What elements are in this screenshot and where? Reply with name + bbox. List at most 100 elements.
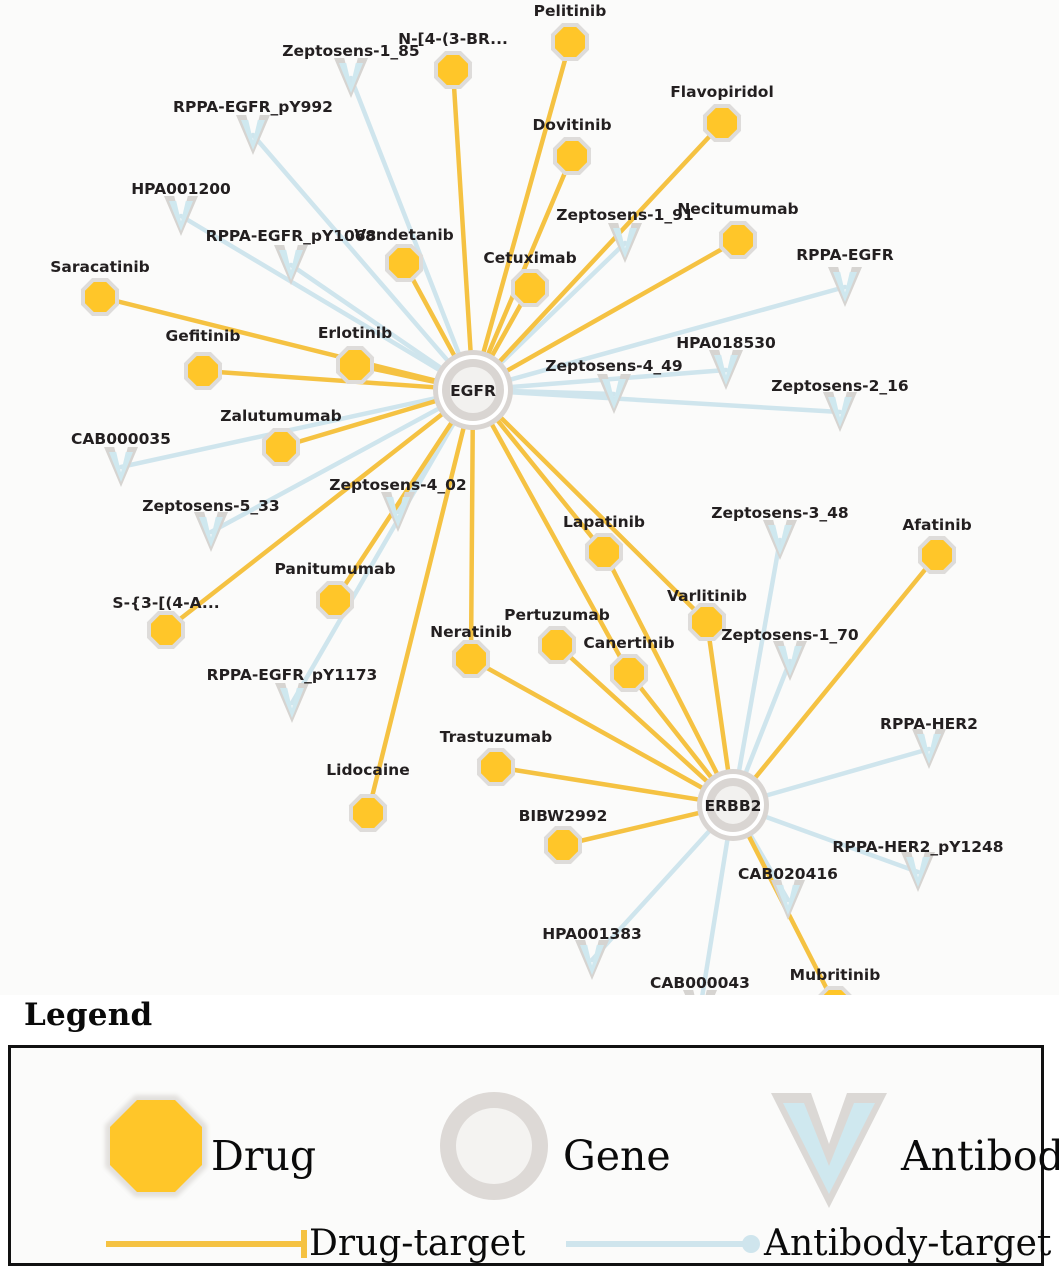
drug-node[interactable] — [610, 654, 648, 692]
edge — [499, 240, 628, 365]
edge — [200, 368, 436, 390]
drug-node[interactable] — [538, 626, 576, 664]
antibody-node[interactable] — [709, 350, 743, 390]
edge — [450, 67, 473, 353]
network-canvas: Zeptosens-1_85 RPPA-EGFR_pY992 HPA001200 RP… — [50, 2, 1004, 1000]
drug-node[interactable] — [349, 794, 387, 832]
node-label: Lapatinib — [563, 513, 645, 531]
edge — [589, 829, 712, 963]
drug-node[interactable] — [719, 221, 757, 259]
edge — [560, 810, 701, 848]
node-label: RPPA-EGFR — [796, 246, 894, 264]
edge — [747, 834, 835, 1000]
antibody-node[interactable] — [275, 683, 309, 723]
drug-node[interactable] — [918, 536, 956, 574]
antibody-node[interactable] — [608, 223, 642, 263]
node-label: Flavopiridol — [670, 83, 774, 101]
node-label: RPPA-EGFR_pY992 — [173, 98, 333, 116]
legend-label-gene: Gene — [563, 1132, 671, 1180]
edge — [498, 120, 725, 363]
antibody-node[interactable] — [104, 447, 138, 487]
node-label: Mubritinib — [790, 966, 881, 984]
drug-node[interactable] — [585, 533, 623, 571]
antibody-node[interactable] — [763, 520, 797, 560]
antibody-node[interactable] — [575, 940, 609, 980]
antibody-node[interactable] — [274, 245, 308, 285]
legend-label-drug-target: Drug-target — [309, 1223, 526, 1264]
drug-node[interactable] — [184, 352, 222, 390]
edge — [753, 552, 940, 780]
node-label: S-{3-[(4-A... — [112, 594, 219, 612]
node-label: Cetuximab — [483, 249, 576, 267]
antibody-node[interactable] — [381, 492, 415, 532]
edge — [495, 418, 607, 555]
edges-layer — [97, 39, 940, 1000]
drug-node[interactable] — [262, 428, 300, 466]
edge — [163, 412, 444, 633]
drug-node[interactable] — [544, 826, 582, 864]
edge — [97, 294, 437, 383]
edge — [510, 390, 843, 415]
edge — [743, 658, 793, 774]
legend-drug-icon — [105, 1095, 207, 1197]
node-label: Zeptosens-4_02 — [329, 476, 466, 494]
node-label: HPA001200 — [131, 180, 231, 198]
drug-node[interactable] — [553, 137, 591, 175]
node-label: Zeptosens-5_33 — [142, 497, 279, 515]
node-label: Necitumumab — [677, 200, 798, 218]
edge — [289, 422, 456, 706]
node-label: Dovitinib — [532, 116, 611, 134]
drug-node[interactable] — [316, 581, 354, 619]
drug-node[interactable] — [551, 23, 589, 61]
legend-label-drug: Drug — [211, 1132, 317, 1180]
node-label: Zeptosens-4_49 — [545, 357, 682, 375]
edge — [601, 549, 719, 776]
legend-graphics — [105, 1092, 887, 1258]
legend-antibody-icon — [771, 1093, 887, 1208]
antibody-node[interactable] — [901, 852, 935, 892]
drug-node[interactable] — [336, 346, 374, 384]
antibody-node[interactable] — [771, 880, 805, 920]
edge — [554, 642, 709, 784]
drug-node[interactable] — [688, 603, 726, 641]
antibody-node[interactable] — [828, 267, 862, 307]
legend-box: Drug Gene Antibody Drug-target Antibody-… — [8, 1045, 1059, 1266]
antibody-node[interactable] — [773, 641, 807, 681]
drug-node[interactable] — [385, 244, 423, 282]
edge — [481, 39, 573, 354]
labels-layer: Zeptosens-1_85 RPPA-EGFR_pY992 HPA001200 RP… — [50, 2, 1003, 992]
edge — [486, 153, 575, 356]
drug-node[interactable] — [703, 104, 741, 142]
node-label: BIBW2992 — [519, 807, 608, 825]
edge — [699, 838, 730, 1000]
drug-node[interactable] — [434, 51, 472, 89]
node-label: Afatinib — [902, 516, 971, 534]
antibody-node[interactable] — [597, 374, 631, 414]
drug-node[interactable] — [147, 611, 185, 649]
drug-node[interactable] — [511, 269, 549, 307]
edge — [765, 746, 932, 798]
drug-node[interactable] — [477, 748, 515, 786]
drug-node[interactable] — [452, 640, 490, 678]
edge — [510, 367, 729, 390]
edge — [493, 764, 700, 802]
gene-node-label: ERBB2 — [705, 797, 762, 815]
antibody-node[interactable] — [236, 115, 270, 155]
gene-node[interactable] — [433, 350, 513, 430]
node-label: Zeptosens-3_48 — [711, 504, 848, 522]
antibody-node[interactable] — [194, 512, 228, 552]
antibody-node[interactable] — [164, 196, 198, 236]
legend-antibody-target-line — [566, 1235, 760, 1253]
antibody-node[interactable] — [823, 392, 857, 432]
node-label: Zeptosens-1_85 — [282, 42, 419, 60]
node-label: RPPA-HER2 — [880, 715, 978, 733]
node-label: Zeptosens-1_91 — [556, 206, 693, 224]
gene-node[interactable] — [697, 769, 769, 841]
node-label: Gefitinib — [166, 327, 241, 345]
edge — [288, 262, 443, 370]
antibody-node[interactable] — [334, 58, 368, 98]
antibody-node[interactable] — [912, 729, 946, 769]
node-label: Canertinib — [583, 634, 674, 652]
drug-node[interactable] — [81, 278, 119, 316]
edge — [626, 670, 713, 779]
